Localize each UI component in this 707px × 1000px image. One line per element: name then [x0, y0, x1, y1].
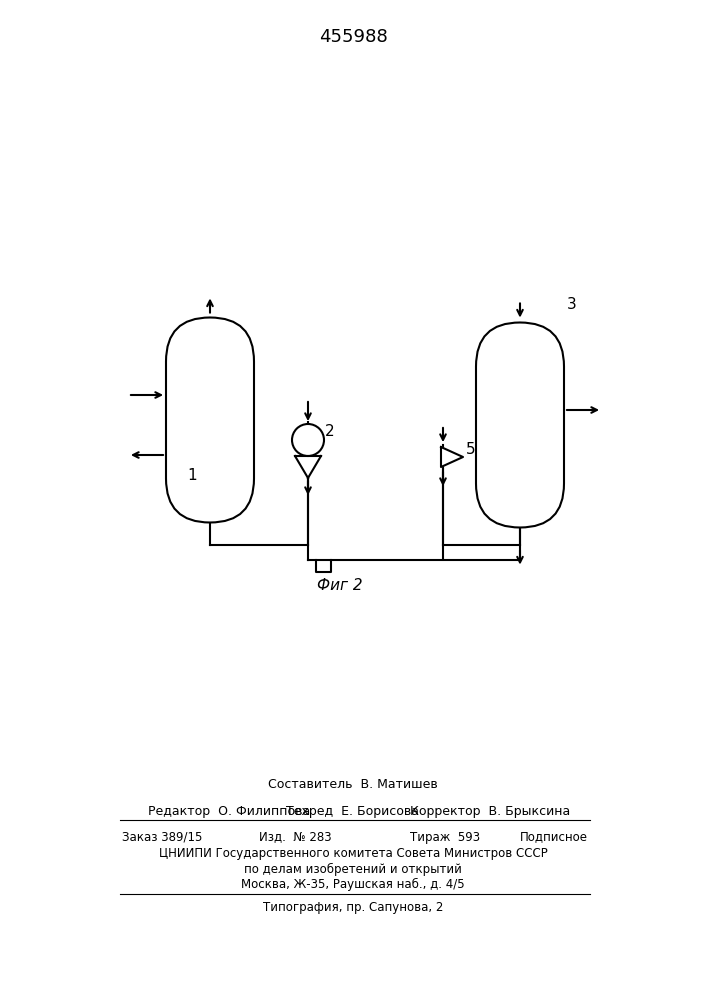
Text: Изд.  № 283: Изд. № 283 — [259, 830, 332, 844]
Text: Тираж  593: Тираж 593 — [410, 830, 480, 844]
FancyBboxPatch shape — [166, 318, 254, 522]
Polygon shape — [441, 447, 463, 467]
Text: 2: 2 — [325, 424, 335, 440]
Text: Корректор  В. Брыксина: Корректор В. Брыксина — [410, 804, 570, 818]
Text: 455988: 455988 — [319, 28, 387, 46]
Text: Составитель  В. Матишев: Составитель В. Матишев — [268, 778, 438, 792]
Text: 1: 1 — [187, 468, 197, 483]
Text: Заказ 389/15: Заказ 389/15 — [122, 830, 202, 844]
Text: 3: 3 — [567, 297, 577, 312]
Text: Подписное: Подписное — [520, 830, 588, 844]
Text: Техред  Е. Борисова: Техред Е. Борисова — [286, 804, 419, 818]
Text: Москва, Ж-35, Раушская наб., д. 4/5: Москва, Ж-35, Раушская наб., д. 4/5 — [241, 877, 464, 891]
Text: Фиг 2: Фиг 2 — [317, 578, 363, 592]
Text: по делам изобретений и открытий: по делам изобретений и открытий — [244, 862, 462, 876]
Text: Редактор  О. Филиппова: Редактор О. Филиппова — [148, 804, 310, 818]
Text: 5: 5 — [466, 442, 476, 456]
Text: Типография, пр. Сапунова, 2: Типография, пр. Сапунова, 2 — [263, 900, 443, 914]
Text: ЦНИИПИ Государственного комитета Совета Министров СССР: ЦНИИПИ Государственного комитета Совета … — [158, 848, 547, 860]
Polygon shape — [295, 456, 321, 478]
FancyBboxPatch shape — [476, 322, 564, 528]
Circle shape — [292, 424, 324, 456]
